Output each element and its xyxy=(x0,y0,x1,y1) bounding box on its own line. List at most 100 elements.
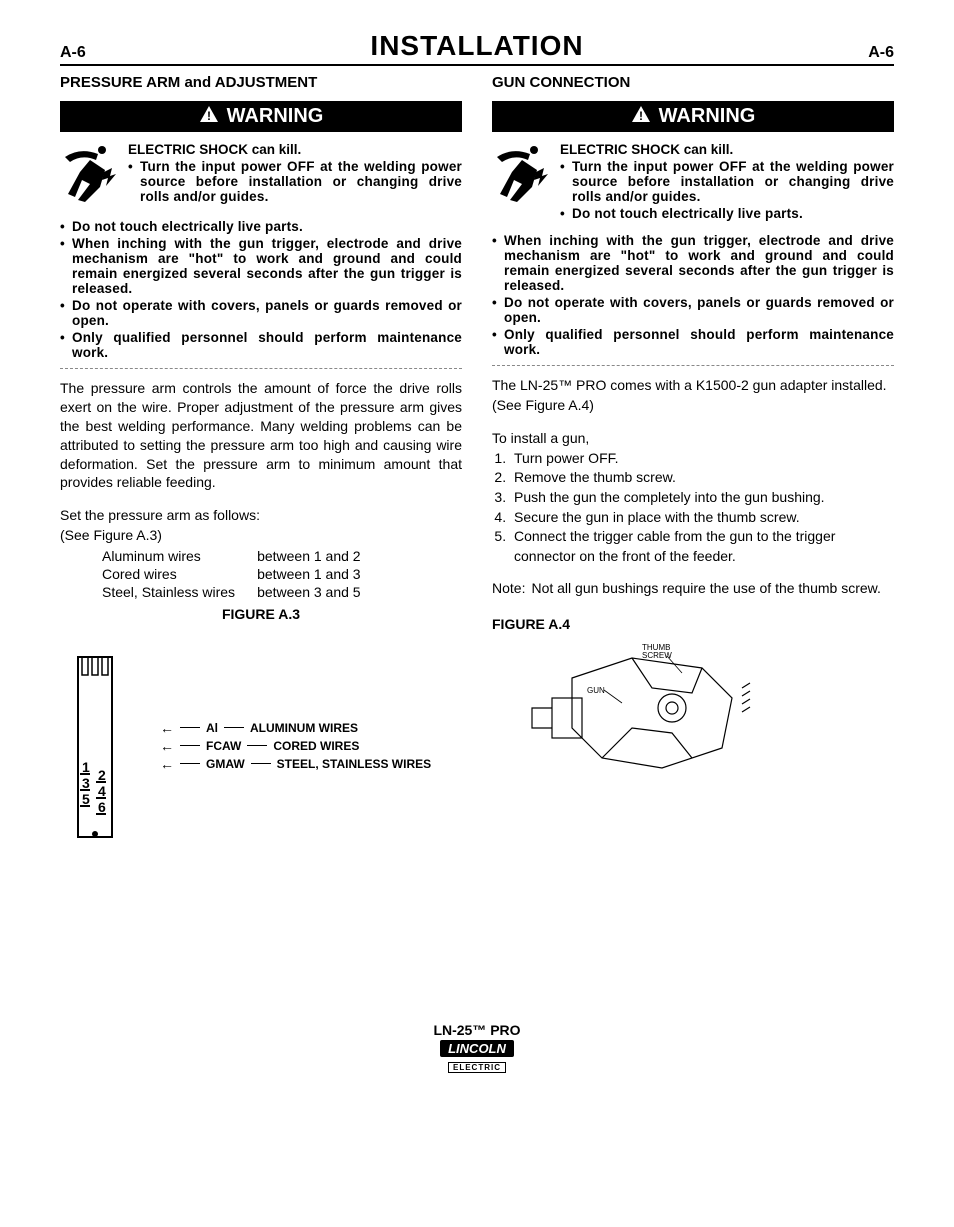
install-step: Secure the gun in place with the thumb s… xyxy=(510,508,894,528)
left-bullets: Do not touch electrically live parts. Wh… xyxy=(60,219,462,360)
right-heading: GUN CONNECTION xyxy=(492,74,894,91)
wire-cell: Aluminum wires xyxy=(102,548,255,564)
bullet-item: Only qualified personnel should perform … xyxy=(60,330,462,360)
legend-code: FCAW xyxy=(206,739,241,753)
shock-title: ELECTRIC SHOCK can kill. xyxy=(128,142,462,157)
legend-label: ALUMINUM WIRES xyxy=(250,721,358,735)
arrow-left-icon: ← xyxy=(160,738,174,754)
svg-text:!: ! xyxy=(639,109,643,123)
dash-icon xyxy=(224,727,244,728)
svg-text:!: ! xyxy=(207,109,211,123)
brand-electric: ELECTRIC xyxy=(448,1062,506,1073)
warning-triangle-icon: ! xyxy=(199,105,219,128)
page-title: INSTALLATION xyxy=(370,30,583,62)
bullet-item: Do not touch electrically live parts. xyxy=(60,219,462,234)
page-footer: LN-25™ PRO LINCOLN ELECTRIC xyxy=(60,1022,894,1073)
arrow-left-icon: ← xyxy=(160,756,174,772)
svg-text:5: 5 xyxy=(82,791,90,807)
svg-text:SCREW: SCREW xyxy=(642,651,672,660)
shock-sub-bullet: Do not touch electrically live parts. xyxy=(560,206,894,221)
arrow-left-icon: ← xyxy=(160,720,174,736)
set-line2: (See Figure A.3) xyxy=(60,526,462,546)
svg-text:4: 4 xyxy=(98,783,106,799)
install-step: Connect the trigger cable from the gun t… xyxy=(510,527,894,566)
dash-icon xyxy=(180,763,200,764)
table-row: Steel, Stainless wiresbetween 3 and 5 xyxy=(102,584,381,600)
dash-icon xyxy=(180,727,200,728)
legend-label: STEEL, STAINLESS WIRES xyxy=(277,757,431,771)
legend-row: ← GMAW STEEL, STAINLESS WIRES xyxy=(160,756,431,772)
install-step: Remove the thumb screw. xyxy=(510,468,894,488)
right-bullets: When inching with the gun trigger, elect… xyxy=(492,233,894,357)
page-number-right: A-6 xyxy=(868,44,894,62)
set-line1: Set the pressure arm as follows: xyxy=(60,506,462,526)
legend-code: GMAW xyxy=(206,757,245,771)
wire-cell: Steel, Stainless wires xyxy=(102,584,255,600)
dash-icon xyxy=(247,745,267,746)
legend-row: ← FCAW CORED WIRES xyxy=(160,738,431,754)
bullet-item: Only qualified personnel should perform … xyxy=(492,327,894,357)
right-column: GUN CONNECTION ! WARNING ELECTRIC SHOCK … xyxy=(492,74,894,842)
dash-icon xyxy=(180,745,200,746)
install-step: Push the gun the completely into the gun… xyxy=(510,488,894,508)
bullet-item: When inching with the gun trigger, elect… xyxy=(492,233,894,293)
shock-text-right: ELECTRIC SHOCK can kill. Turn the input … xyxy=(560,142,894,227)
note-label: Note: xyxy=(492,580,531,596)
range-cell: between 1 and 3 xyxy=(257,566,381,582)
note-body: Not all gun bushings require the use of … xyxy=(531,580,894,596)
install-intro: To install a gun, xyxy=(492,429,894,449)
page-number-left: A-6 xyxy=(60,44,86,62)
shock-sub-bullet: Turn the input power OFF at the welding … xyxy=(560,159,894,204)
footer-product: LN-25™ PRO xyxy=(60,1022,894,1038)
dash-icon xyxy=(251,763,271,764)
left-heading: PRESSURE ARM and ADJUSTMENT xyxy=(60,74,462,91)
figure-a4-caption: FIGURE A.4 xyxy=(492,616,894,632)
wire-cell: Cored wires xyxy=(102,566,255,582)
install-step: Turn power OFF. xyxy=(510,449,894,469)
table-row: Cored wiresbetween 1 and 3 xyxy=(102,566,381,582)
warning-triangle-icon: ! xyxy=(631,105,651,128)
dashed-divider xyxy=(60,368,462,369)
table-row: Aluminum wiresbetween 1 and 2 xyxy=(102,548,381,564)
svg-text:6: 6 xyxy=(98,799,106,815)
figure-a4-block: FIGURE A.4 THUMB xyxy=(492,616,894,788)
bullet-item: Do not operate with covers, panels or gu… xyxy=(60,298,462,328)
gun-label: GUN xyxy=(587,686,605,695)
shock-block-right: ELECTRIC SHOCK can kill. Turn the input … xyxy=(492,142,894,227)
legend-row: ← Al ALUMINUM WIRES xyxy=(160,720,431,736)
figure-a3: 1 2 3 4 5 6 ← Al ALUMINUM WIRES xyxy=(60,652,462,842)
svg-text:2: 2 xyxy=(98,767,106,783)
settings-table: Aluminum wiresbetween 1 and 2 Cored wire… xyxy=(100,546,383,602)
warning-banner-right: ! WARNING xyxy=(492,101,894,132)
range-cell: between 3 and 5 xyxy=(257,584,381,600)
bullet-item: Do not operate with covers, panels or gu… xyxy=(492,295,894,325)
dashed-divider xyxy=(492,365,894,366)
range-cell: between 1 and 2 xyxy=(257,548,381,564)
svg-text:1: 1 xyxy=(82,759,90,775)
warning-label: WARNING xyxy=(227,105,324,128)
figure-a3-caption: FIGURE A.3 xyxy=(60,606,462,622)
bullet-item: When inching with the gun trigger, elect… xyxy=(60,236,462,296)
shock-block-left: ELECTRIC SHOCK can kill. Turn the input … xyxy=(60,142,462,213)
brand-lincoln: LINCOLN xyxy=(440,1040,514,1057)
figure-a3-legend: ← Al ALUMINUM WIRES ← FCAW CORED WIRES ← xyxy=(160,720,431,774)
electric-shock-icon xyxy=(60,142,118,213)
shock-text-left: ELECTRIC SHOCK can kill. Turn the input … xyxy=(128,142,462,210)
gun-connection-diagram: THUMB SCREW GUN xyxy=(492,638,752,788)
electric-shock-icon xyxy=(492,142,550,213)
footer-logo: LINCOLN ELECTRIC xyxy=(440,1040,514,1073)
install-steps: Turn power OFF. Remove the thumb screw. … xyxy=(492,449,894,567)
right-para1: The LN-25™ PRO comes with a K1500-2 gun … xyxy=(492,376,894,415)
content-columns: PRESSURE ARM and ADJUSTMENT ! WARNING EL… xyxy=(60,74,894,842)
shock-title: ELECTRIC SHOCK can kill. xyxy=(560,142,894,157)
left-para1: The pressure arm controls the amount of … xyxy=(60,379,462,492)
warning-label: WARNING xyxy=(659,105,756,128)
page-header: A-6 INSTALLATION A-6 xyxy=(60,30,894,66)
svg-text:3: 3 xyxy=(82,775,90,791)
legend-label: CORED WIRES xyxy=(273,739,359,753)
legend-code: Al xyxy=(206,721,218,735)
left-column: PRESSURE ARM and ADJUSTMENT ! WARNING EL… xyxy=(60,74,462,842)
note-row: Note: Not all gun bushings require the u… xyxy=(492,580,894,596)
pressure-arm-diagram: 1 2 3 4 5 6 xyxy=(60,652,140,842)
warning-banner-left: ! WARNING xyxy=(60,101,462,132)
